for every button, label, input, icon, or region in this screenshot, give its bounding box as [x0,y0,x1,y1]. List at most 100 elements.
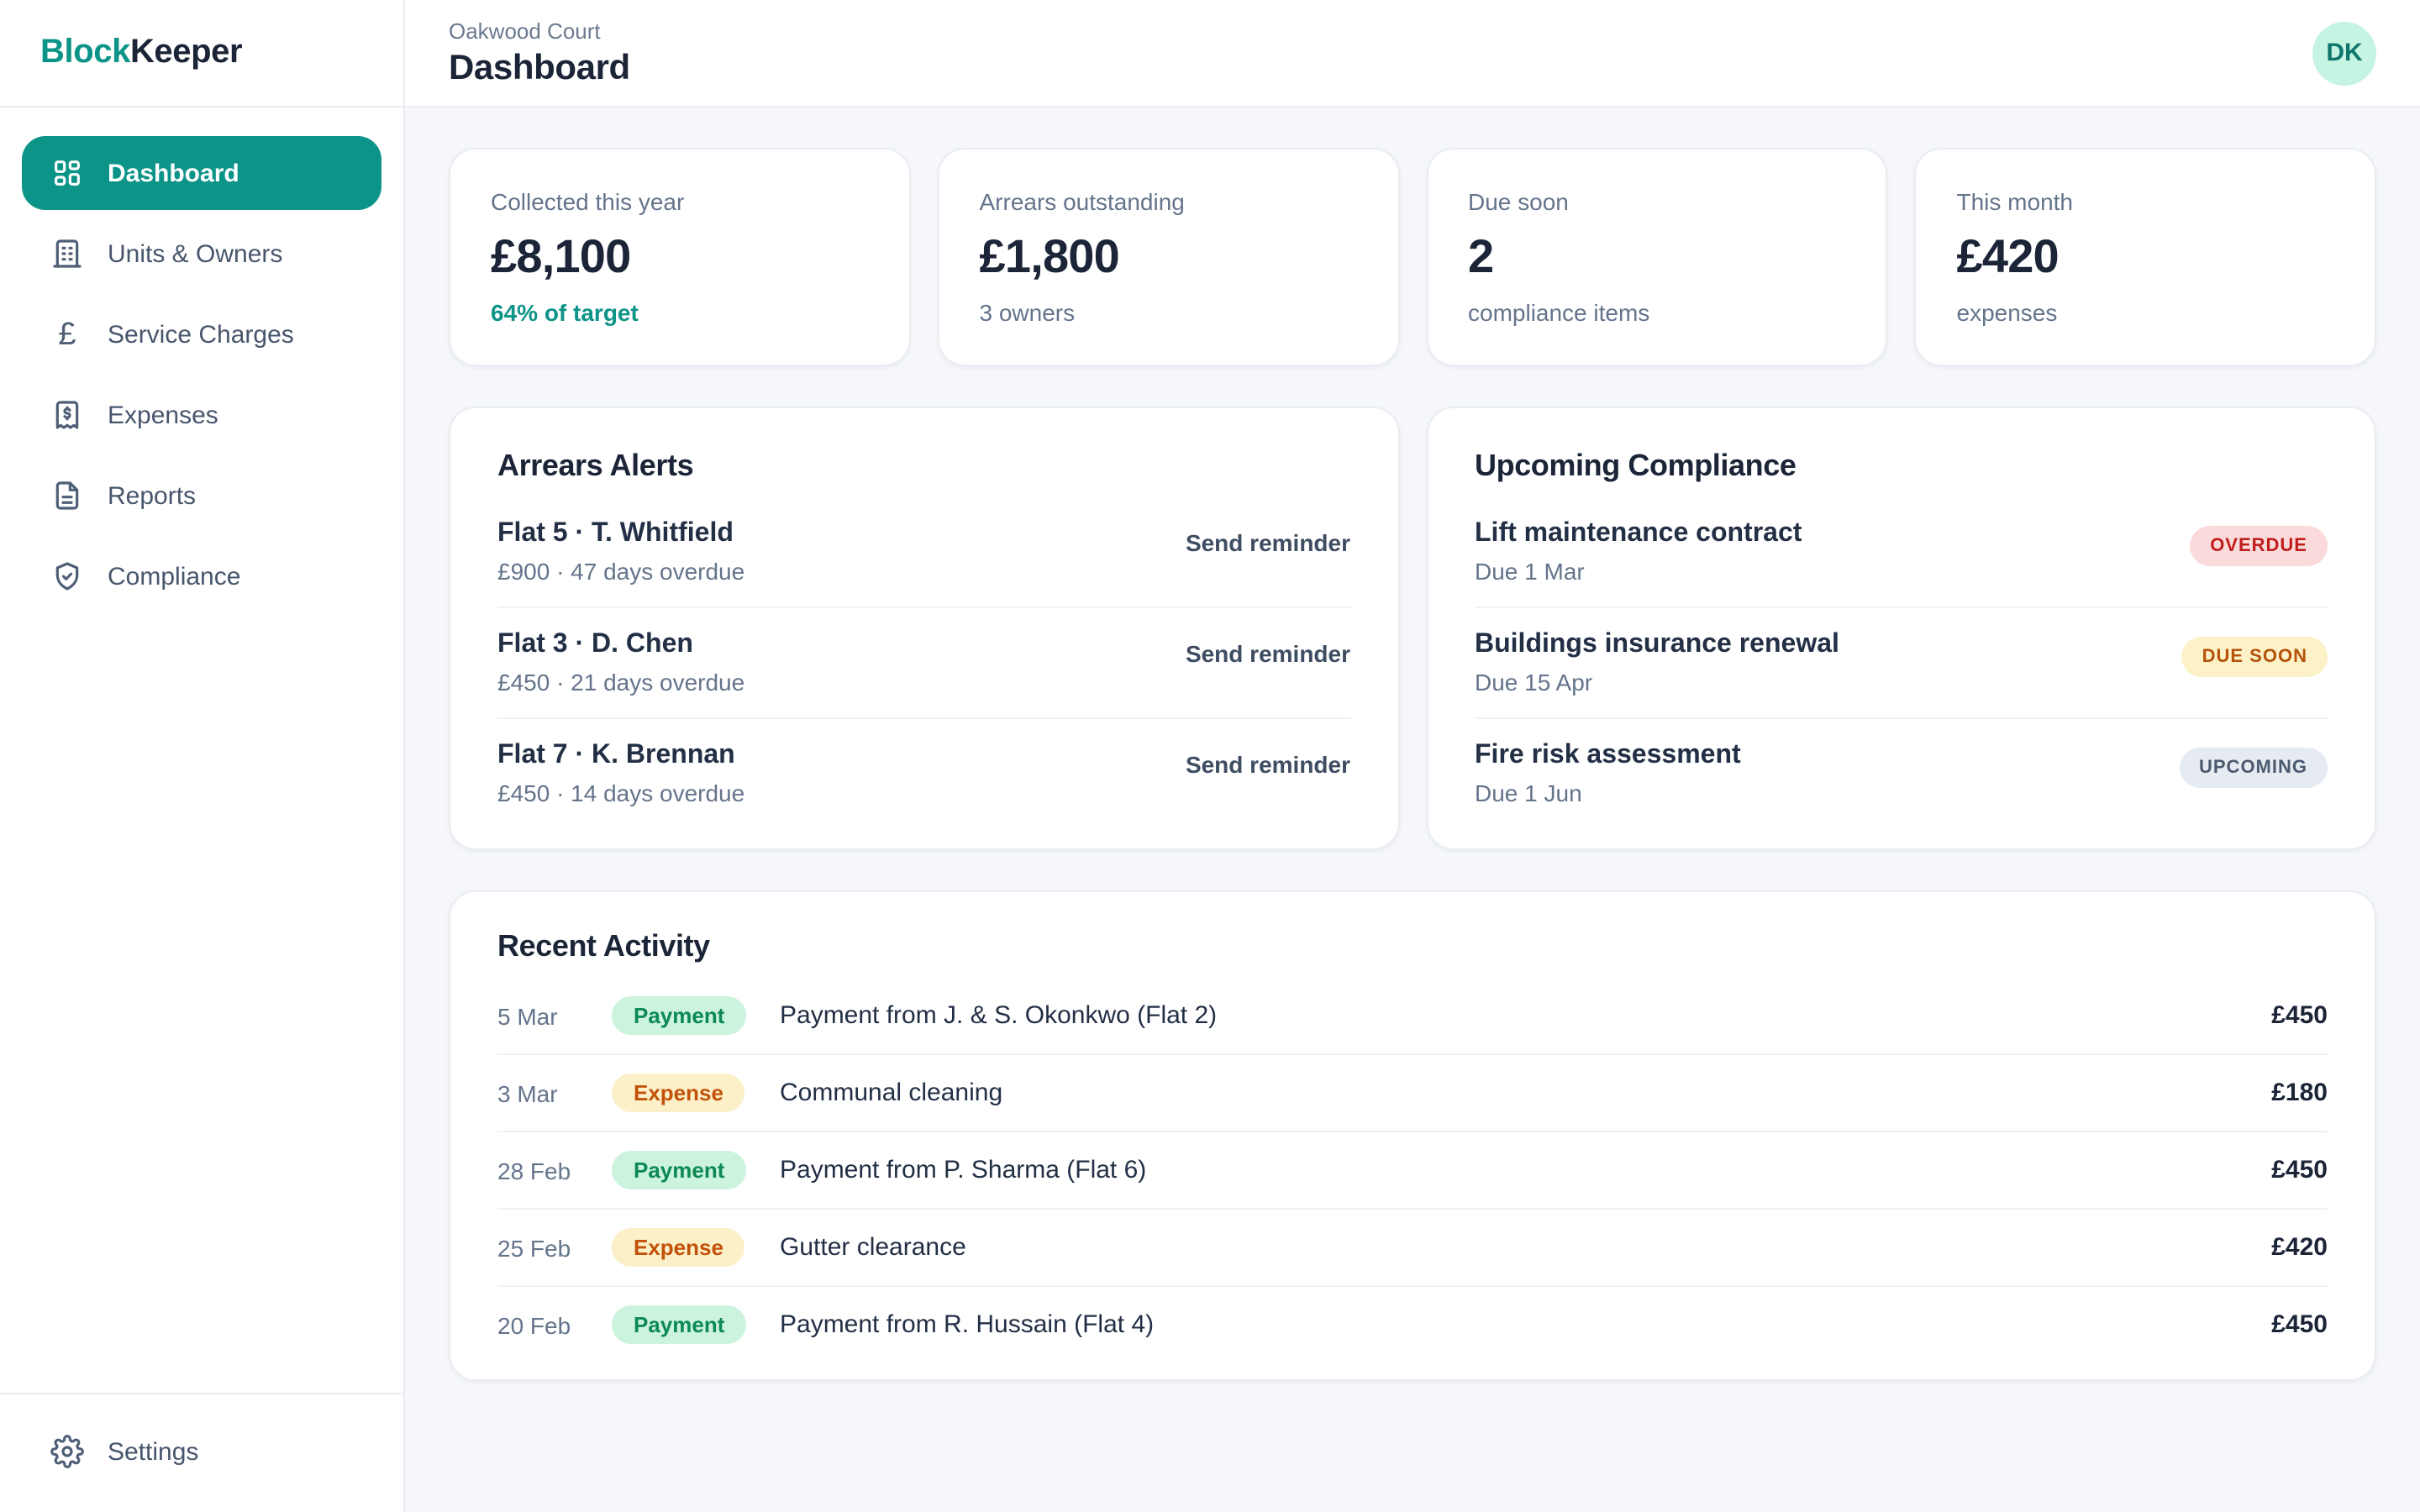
compliance-row: Buildings insurance renewal Due 15 Apr D… [1475,608,2328,719]
status-badge: DUE SOON [2181,637,2328,677]
activity-description: Payment from J. & S. Okonkwo (Flat 2) [780,1001,1218,1030]
avatar[interactable]: DK [2312,21,2376,85]
building-icon [50,237,84,270]
arrears-row: Flat 5 · T. Whitfield £900 · 47 days ove… [497,497,1350,608]
stat-card-due-soon: Due soon 2 compliance items [1426,148,1888,366]
sidebar-item-units-owners[interactable]: Units & Owners [22,217,381,291]
stat-value: 2 [1468,230,1494,282]
arrears-row-text: Flat 3 · D. Chen £450 · 21 days overdue [497,630,744,696]
sidebar-nav: Dashboard Units & Owners £ Service Charg… [0,108,403,613]
activity-date: 25 Feb [497,1234,571,1261]
activity-date: 28 Feb [497,1157,571,1184]
stat-value: £8,100 [491,230,631,282]
activity-description: Communal cleaning [780,1079,1003,1107]
compliance-row: Fire risk assessment Due 1 Jun UPCOMING [1475,719,2328,828]
sidebar-item-label: Compliance [108,562,241,591]
arrears-unit-owner: Flat 3 · D. Chen [497,630,693,659]
activity-badge-cell: Payment [612,1305,753,1344]
stat-card-arrears: Arrears outstanding £1,800 3 owners [937,148,1399,366]
compliance-item-name: Lift maintenance contract [1475,519,1802,548]
sidebar-item-expenses[interactable]: Expenses [22,378,381,452]
stat-cards-row: Collected this year £8,100 64% of target… [449,148,2376,366]
stat-subtext: 64% of target [491,299,639,326]
activity-description: Payment from R. Hussain (Flat 4) [780,1310,1155,1339]
stat-subtext: 3 owners [979,299,1076,326]
arrears-detail: £900 · 47 days overdue [497,558,745,585]
stat-card-collected: Collected this year £8,100 64% of target [449,148,911,366]
card-title: Recent Activity [497,929,710,963]
sidebar-item-compliance[interactable]: Compliance [22,539,381,613]
dashboard-grid-icon [50,156,84,190]
sidebar: BlockKeeper Dashboard Units & Owners £ [0,0,405,1512]
activity-row: 28 Feb Payment Payment from P. Sharma (F… [497,1132,2328,1210]
top-bar: Oakwood Court Dashboard DK [405,0,2420,108]
document-icon [50,479,84,512]
content-column: Oakwood Court Dashboard DK Collected thi… [405,0,2420,1512]
stat-value: £420 [1956,230,2060,282]
send-reminder-button[interactable]: Send reminder [1185,751,1350,778]
card-title: Arrears Alerts [497,449,694,482]
stat-label: Collected this year [491,188,685,215]
sidebar-item-label: Settings [108,1437,199,1466]
arrears-alerts-card: Arrears Alerts Flat 5 · T. Whitfield £90… [449,407,1399,850]
activity-amount: £450 [2271,1310,2328,1339]
activity-type-badge: Expense [612,1228,745,1267]
activity-badge-cell: Expense [612,1228,753,1267]
activity-type-badge: Expense [612,1074,745,1112]
sidebar-footer: Settings [0,1393,403,1512]
activity-badge-cell: Expense [612,1074,753,1112]
sidebar-item-label: Dashboard [108,159,239,187]
compliance-row: Lift maintenance contract Due 1 Mar OVER… [1475,497,2328,608]
activity-date: 20 Feb [497,1311,571,1338]
activity-row: 25 Feb Expense Gutter clearance £420 [497,1210,2328,1287]
stat-subtext: compliance items [1468,299,1650,326]
upcoming-compliance-card: Upcoming Compliance Lift maintenance con… [1426,407,2376,850]
activity-description: Payment from P. Sharma (Flat 6) [780,1156,1147,1184]
stat-card-this-month: This month £420 expenses [1914,148,2376,366]
compliance-due-date: Due 15 Apr [1475,669,1593,696]
stat-value: £1,800 [979,230,1120,282]
activity-type-badge: Payment [612,996,747,1035]
activity-amount: £420 [2271,1233,2328,1262]
activity-date: 3 Mar [497,1079,558,1106]
logo: BlockKeeper [0,0,403,108]
sidebar-item-reports[interactable]: Reports [22,459,381,533]
activity-description: Gutter clearance [780,1233,966,1262]
page-heading: Oakwood Court Dashboard [449,18,630,88]
activity-date: 5 Mar [497,1002,558,1029]
breadcrumb: Oakwood Court [449,18,601,43]
compliance-item-name: Fire risk assessment [1475,741,1741,769]
send-reminder-button[interactable]: Send reminder [1185,640,1350,667]
compliance-item-name: Buildings insurance renewal [1475,630,1839,659]
activity-amount: £180 [2271,1079,2328,1107]
stat-label: Due soon [1468,188,1569,215]
arrears-row-text: Flat 7 · K. Brennan £450 · 14 days overd… [497,741,744,806]
compliance-row-text: Buildings insurance renewal Due 15 Apr [1475,630,1839,696]
compliance-row-text: Lift maintenance contract Due 1 Mar [1475,519,1802,585]
sidebar-item-service-charges[interactable]: £ Service Charges [22,297,381,371]
send-reminder-button[interactable]: Send reminder [1185,529,1350,556]
sidebar-item-label: Service Charges [108,320,294,349]
activity-amount: £450 [2271,1156,2328,1184]
card-title: Upcoming Compliance [1475,449,1797,482]
recent-activity-card: Recent Activity 5 Mar Payment Payment fr… [449,890,2376,1381]
gear-icon [50,1435,84,1468]
activity-type-badge: Payment [612,1305,747,1344]
arrears-unit-owner: Flat 7 · K. Brennan [497,741,735,769]
compliance-row-text: Fire risk assessment Due 1 Jun [1475,741,1741,806]
arrears-row: Flat 7 · K. Brennan £450 · 14 days overd… [497,719,1350,828]
page-title: Dashboard [449,48,630,87]
shield-check-icon [50,559,84,593]
sidebar-item-settings[interactable]: Settings [22,1415,381,1488]
receipt-icon [50,398,84,432]
stat-subtext: expenses [1956,299,2058,326]
arrears-detail: £450 · 21 days overdue [497,669,745,696]
arrears-row: Flat 3 · D. Chen £450 · 21 days overdue … [497,608,1350,719]
activity-type-badge: Payment [612,1151,747,1189]
pound-icon: £ [58,317,76,352]
activity-amount: £450 [2271,1001,2328,1030]
arrears-detail: £450 · 14 days overdue [497,780,745,806]
sidebar-item-dashboard[interactable]: Dashboard [22,136,381,210]
arrears-unit-owner: Flat 5 · T. Whitfield [497,519,734,548]
activity-row: 3 Mar Expense Communal cleaning £180 [497,1055,2328,1132]
